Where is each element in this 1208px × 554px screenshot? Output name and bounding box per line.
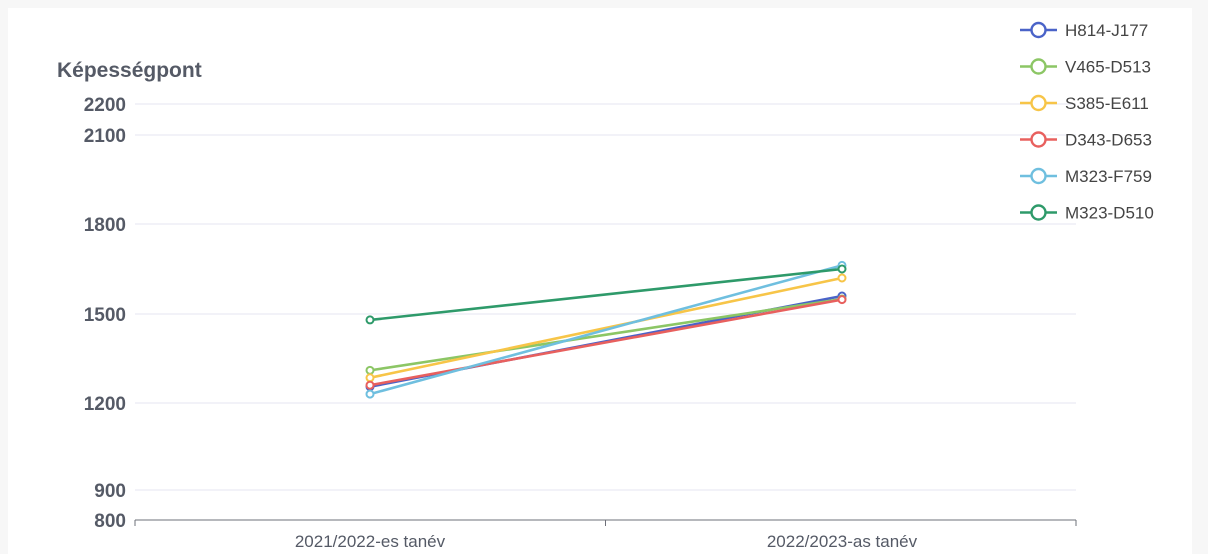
series-line [369, 276, 843, 380]
series-line [369, 267, 843, 322]
data-point[interactable] [365, 315, 375, 325]
legend-item[interactable]: V465-D513 [1020, 58, 1151, 77]
data-point[interactable] [365, 373, 375, 383]
y-tick-label: 1800 [84, 215, 126, 236]
legend-marker-icon [1030, 94, 1047, 112]
line-chart: Képességpont 80090012001500180021002200 … [57, 21, 1154, 551]
data-point[interactable] [837, 295, 847, 305]
legend-label: M323-D510 [1065, 204, 1154, 223]
legend-marker-icon [1030, 58, 1047, 75]
legend-label: V465-D513 [1065, 58, 1151, 77]
y-tick-label: 900 [94, 481, 126, 502]
legend-item[interactable]: H814-J177 [1020, 21, 1148, 40]
series-line [369, 298, 843, 387]
y-tick-label: 1200 [84, 394, 126, 415]
legend-marker-icon [1030, 204, 1047, 221]
y-tick-label: 2100 [84, 126, 126, 147]
legend-label: S385-E611 [1065, 94, 1149, 113]
data-point[interactable] [837, 273, 847, 283]
y-tick-label: 1500 [84, 305, 126, 326]
x-tick-label: 2021/2022-es tanév [295, 532, 446, 551]
chart-panel: Képességpont 800 900 1200 1500 1800 2100 2200 … [8, 8, 1192, 554]
legend-item[interactable]: M323-D510 [1020, 204, 1154, 223]
data-point[interactable] [837, 264, 847, 274]
data-point[interactable] [365, 389, 375, 399]
legend-marker-icon [1030, 131, 1047, 148]
series-group [365, 260, 847, 399]
legend-marker-icon [1030, 167, 1047, 185]
y-tick-label: 800 [94, 511, 126, 532]
legend-item[interactable]: D343-D653 [1020, 131, 1152, 150]
legend: H814-J177 V465-D513 S385-E611 D343-D653 M323… [1020, 21, 1154, 223]
series-line [369, 297, 843, 372]
legend-label: D343-D653 [1065, 131, 1152, 150]
y-axis-ticks: 800 900 1200 1500 1800 2100 2200 [84, 95, 126, 532]
series-line [369, 264, 843, 396]
y-axis-label: Képességpont [57, 59, 202, 82]
grid-lines [135, 103, 1076, 491]
legend-marker-icon [1030, 21, 1047, 39]
legend-label: M323-F759 [1065, 167, 1152, 186]
legend-label: H814-J177 [1065, 21, 1148, 40]
y-tick-label: 2200 [84, 95, 126, 116]
x-axis: 2021/2022-es tanév 2022/2023-as tanév [134, 519, 1077, 551]
legend-item[interactable]: M323-F759 [1020, 167, 1152, 186]
data-point[interactable] [365, 380, 375, 390]
legend-item[interactable]: S385-E611 [1020, 94, 1149, 113]
data-point[interactable] [365, 365, 375, 375]
x-tick-label: 2022/2023-as tanév [767, 532, 918, 551]
